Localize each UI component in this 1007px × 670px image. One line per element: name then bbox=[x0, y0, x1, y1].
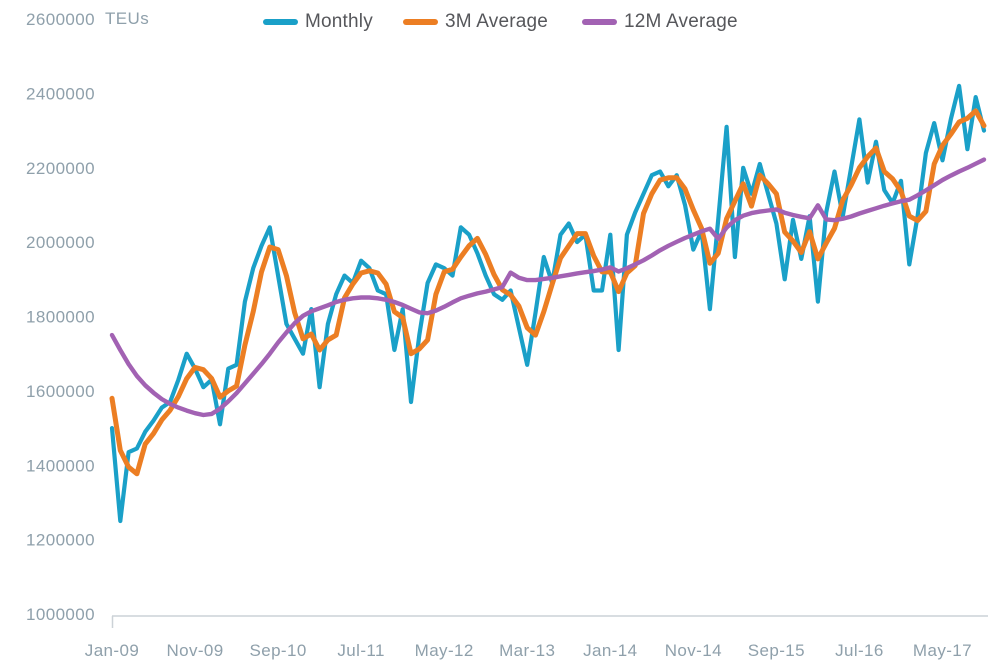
y-axis-tick-label: 1400000 bbox=[26, 456, 95, 475]
legend-item-monthly: Monthly bbox=[263, 11, 373, 33]
series-line-12m-average bbox=[109, 157, 987, 418]
legend-item-3m-average: 3M Average bbox=[403, 11, 548, 33]
monthly-series-swatch-icon bbox=[263, 19, 298, 25]
x-axis-tick-label: Nov-09 bbox=[166, 641, 223, 660]
y-axis-tick-label: 2200000 bbox=[26, 159, 95, 178]
y-axis-tick-label: 1000000 bbox=[26, 605, 95, 624]
y-axis-tick-label: 1800000 bbox=[26, 308, 95, 327]
x-axis-tick-label: Mar-13 bbox=[499, 641, 555, 660]
x-axis-tick-label: May-12 bbox=[415, 641, 474, 660]
x-axis-tick-label: May-17 bbox=[913, 641, 972, 660]
legend-item-12m-average: 12M Average bbox=[582, 11, 738, 33]
legend-label-12m-average: 12M Average bbox=[624, 11, 738, 32]
y-axis-tick-label: 1600000 bbox=[26, 382, 95, 401]
x-axis-tick-label: Jan-14 bbox=[583, 641, 637, 660]
12m-average-series-swatch-icon bbox=[582, 19, 617, 25]
legend-label-monthly: Monthly bbox=[305, 11, 373, 32]
series-line-monthly bbox=[109, 83, 987, 524]
x-axis-tick-label: Jan-09 bbox=[85, 641, 139, 660]
x-axis-tick-label: Jul-16 bbox=[835, 641, 884, 660]
series-line-3m-average bbox=[109, 108, 987, 477]
x-axis-tick-label: Jul-11 bbox=[337, 641, 384, 660]
y-axis-tick-label: 2000000 bbox=[26, 233, 95, 252]
x-axis-tick-label: Sep-15 bbox=[748, 641, 805, 660]
y-axis-tick-label: 2400000 bbox=[26, 84, 95, 103]
y-axis-tick-label: 1200000 bbox=[26, 531, 95, 550]
x-axis-tick-label: Nov-14 bbox=[665, 641, 722, 660]
x-axis-tick-label: Sep-10 bbox=[249, 641, 306, 660]
3m-average-series-swatch-icon bbox=[403, 19, 438, 25]
y-axis-tick-label: 2600000 bbox=[26, 10, 95, 29]
y-axis-unit-label: TEUs bbox=[105, 9, 150, 28]
legend-label-3m-average: 3M Average bbox=[445, 11, 549, 32]
